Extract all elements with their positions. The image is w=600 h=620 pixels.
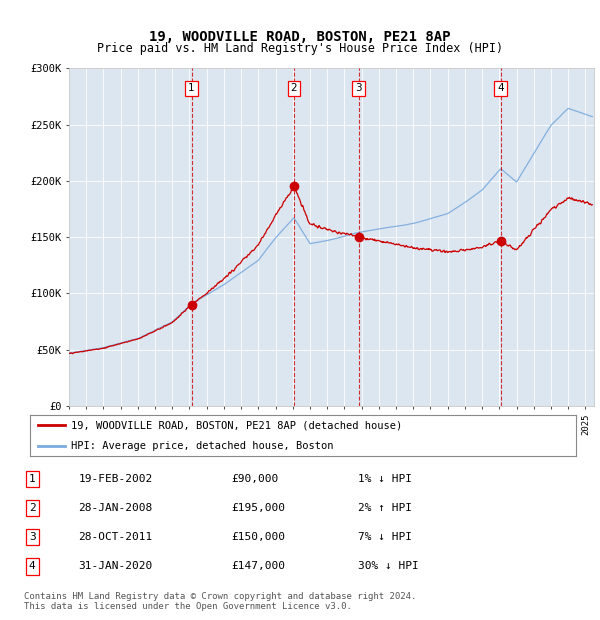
Text: Price paid vs. HM Land Registry's House Price Index (HPI): Price paid vs. HM Land Registry's House … <box>97 42 503 55</box>
Text: 2: 2 <box>290 84 297 94</box>
Text: 31-JAN-2020: 31-JAN-2020 <box>78 561 152 572</box>
Text: 30% ↓ HPI: 30% ↓ HPI <box>358 561 418 572</box>
Text: 3: 3 <box>355 84 362 94</box>
Text: 7% ↓ HPI: 7% ↓ HPI <box>358 533 412 542</box>
Text: 28-OCT-2011: 28-OCT-2011 <box>78 533 152 542</box>
Text: £150,000: £150,000 <box>231 533 285 542</box>
Text: 1% ↓ HPI: 1% ↓ HPI <box>358 474 412 484</box>
Text: 19, WOODVILLE ROAD, BOSTON, PE21 8AP (detached house): 19, WOODVILLE ROAD, BOSTON, PE21 8AP (de… <box>71 420 402 430</box>
Text: 4: 4 <box>497 84 504 94</box>
Text: HPI: Average price, detached house, Boston: HPI: Average price, detached house, Bost… <box>71 441 334 451</box>
Text: 1: 1 <box>29 474 35 484</box>
Text: 1: 1 <box>188 84 195 94</box>
Text: Contains HM Land Registry data © Crown copyright and database right 2024.
This d: Contains HM Land Registry data © Crown c… <box>24 591 416 611</box>
Text: 19-FEB-2002: 19-FEB-2002 <box>78 474 152 484</box>
Text: 4: 4 <box>29 561 35 572</box>
Text: 2: 2 <box>29 503 35 513</box>
Text: £147,000: £147,000 <box>231 561 285 572</box>
Text: 19, WOODVILLE ROAD, BOSTON, PE21 8AP: 19, WOODVILLE ROAD, BOSTON, PE21 8AP <box>149 30 451 44</box>
Text: £90,000: £90,000 <box>231 474 278 484</box>
Text: £195,000: £195,000 <box>231 503 285 513</box>
Text: 3: 3 <box>29 533 35 542</box>
Text: 2% ↑ HPI: 2% ↑ HPI <box>358 503 412 513</box>
Text: 28-JAN-2008: 28-JAN-2008 <box>78 503 152 513</box>
